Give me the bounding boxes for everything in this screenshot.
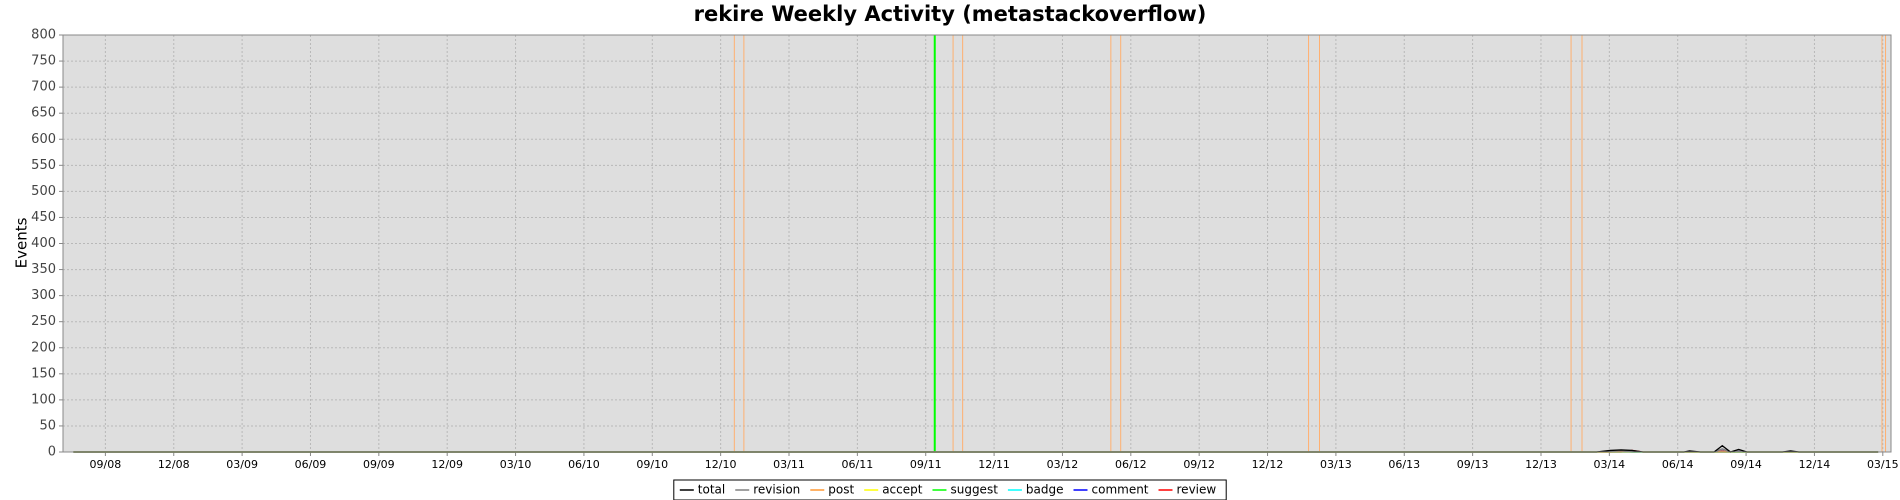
x-tick-label: 03/11 (773, 458, 805, 471)
x-tick-label: 09/09 (363, 458, 395, 471)
x-tick-label: 03/10 (500, 458, 532, 471)
x-tick-label: 12/12 (1252, 458, 1284, 471)
legend-label: accept (882, 483, 923, 497)
y-tick-label: 0 (48, 445, 56, 460)
x-tick-label: 12/08 (158, 458, 190, 471)
x-tick-label: 03/12 (1047, 458, 1079, 471)
x-tick-label: 06/09 (295, 458, 327, 471)
legend-box (673, 479, 1227, 500)
legend: total revision post accept suggest badge comme… (673, 479, 1227, 500)
y-tick-label: 100 (31, 392, 56, 407)
x-tick-label: 06/14 (1662, 458, 1694, 471)
legend-label: review (1177, 483, 1217, 497)
x-tick-label: 12/14 (1799, 458, 1831, 471)
x-tick-label: 06/11 (842, 458, 874, 471)
x-tick-label: 03/09 (226, 458, 258, 471)
x-tick-label: 09/11 (910, 458, 942, 471)
x-tick-label: 03/14 (1593, 458, 1625, 471)
y-tick-label: 550 (31, 158, 56, 173)
y-axis-label: Events (13, 217, 31, 268)
x-tick-label: 09/12 (1183, 458, 1215, 471)
x-tick-label: 12/13 (1525, 458, 1557, 471)
y-tick-label: 250 (31, 314, 56, 329)
x-tick-label: 03/15 (1867, 458, 1899, 471)
y-tick-label: 200 (31, 340, 56, 355)
y-tick-label: 150 (31, 366, 56, 381)
y-tick-label: 800 (31, 28, 56, 43)
y-tick-label: 350 (31, 262, 56, 277)
y-tick-label: 600 (31, 132, 56, 147)
x-tick-label: 09/13 (1457, 458, 1489, 471)
x-tick-label: 06/10 (568, 458, 600, 471)
x-tick-label: 09/10 (636, 458, 668, 471)
x-tick-label: 12/09 (431, 458, 463, 471)
legend-label: comment (1092, 483, 1149, 497)
legend-label: revision (753, 483, 800, 497)
y-tick-label: 650 (31, 106, 56, 121)
y-tick-label: 750 (31, 54, 56, 69)
y-tick-label: 700 (31, 80, 56, 95)
y-tick-label: 500 (31, 184, 56, 199)
legend-label: suggest (950, 483, 998, 497)
legend-label: badge (1026, 483, 1064, 497)
x-tick-label: 03/13 (1320, 458, 1352, 471)
chart-title: rekire Weekly Activity (metastackoverflo… (694, 2, 1207, 26)
y-tick-label: 450 (31, 210, 56, 225)
x-tick-label: 12/11 (978, 458, 1010, 471)
legend-label: post (828, 483, 854, 497)
x-tick-label: 06/13 (1388, 458, 1420, 471)
x-tick-label: 12/10 (705, 458, 737, 471)
x-tick-label: 06/12 (1115, 458, 1147, 471)
y-tick-label: 50 (39, 418, 56, 433)
legend-label: total (698, 483, 725, 497)
x-tick-label: 09/08 (90, 458, 122, 471)
y-tick-label: 400 (31, 236, 56, 251)
plot-border (62, 34, 1892, 453)
x-tick-label: 09/14 (1730, 458, 1762, 471)
y-tick-label: 300 (31, 288, 56, 303)
